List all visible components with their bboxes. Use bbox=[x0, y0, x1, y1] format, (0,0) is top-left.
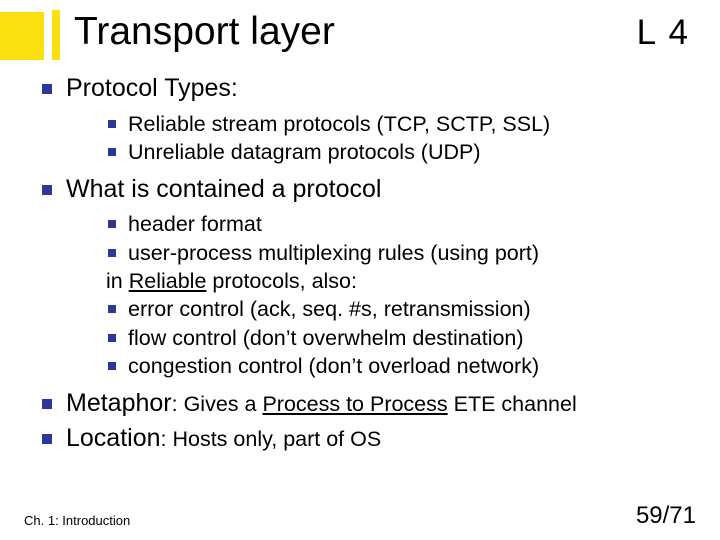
title-right: L 4 bbox=[637, 13, 690, 53]
list-item: congestion control (don’t overload netwo… bbox=[106, 352, 695, 380]
section-heading: Protocol Types: Reliable stream protocol… bbox=[40, 72, 695, 167]
footer-page-number: 59/71 bbox=[636, 502, 696, 530]
freeform-block: header format user-process multiplexing … bbox=[106, 210, 695, 380]
continuation-line: in Reliable protocols, also: bbox=[106, 267, 695, 295]
accent-bar-thick bbox=[0, 12, 44, 60]
text-fragment: in bbox=[106, 269, 129, 293]
accent-bar-thin bbox=[52, 10, 60, 60]
list-item: flow control (don’t overwhelm destinatio… bbox=[106, 324, 695, 352]
heading-text: What is contained a protocol bbox=[66, 175, 381, 203]
section-heading: What is contained a protocol header form… bbox=[40, 173, 695, 381]
text-fragment: protocols, also: bbox=[206, 269, 357, 293]
slide-body: Protocol Types: Reliable stream protocol… bbox=[40, 72, 695, 458]
text-fragment: ETE channel bbox=[448, 392, 577, 416]
footer-chapter: Ch. 1: Introduction bbox=[24, 513, 130, 528]
underlined-text: Reliable bbox=[129, 269, 207, 293]
list-item: error control (ack, seq. #s, retransmiss… bbox=[106, 295, 695, 323]
title-left: Transport layer bbox=[74, 10, 335, 54]
list-item: header format bbox=[106, 210, 695, 238]
list-item: user-process multiplexing rules (using p… bbox=[106, 239, 695, 267]
list-item: Reliable stream protocols (TCP, SCTP, SS… bbox=[106, 110, 695, 138]
leader-text: Location bbox=[66, 424, 161, 452]
slide: Transport layer L 4 Protocol Types: Reli… bbox=[0, 0, 720, 540]
underlined-text: Process to Process bbox=[262, 392, 447, 416]
section-heading: Location: Hosts only, part of OS bbox=[40, 422, 695, 456]
text-fragment: : Hosts only, part of OS bbox=[161, 427, 382, 451]
section-heading: Metaphor: Gives a Process to Process ETE… bbox=[40, 387, 695, 421]
heading-text: Protocol Types: bbox=[66, 74, 238, 102]
list-item: Unreliable datagram protocols (UDP) bbox=[106, 138, 695, 166]
title-row: Transport layer L 4 bbox=[74, 10, 690, 54]
text-fragment: : Gives a bbox=[172, 392, 263, 416]
leader-text: Metaphor bbox=[66, 389, 172, 417]
